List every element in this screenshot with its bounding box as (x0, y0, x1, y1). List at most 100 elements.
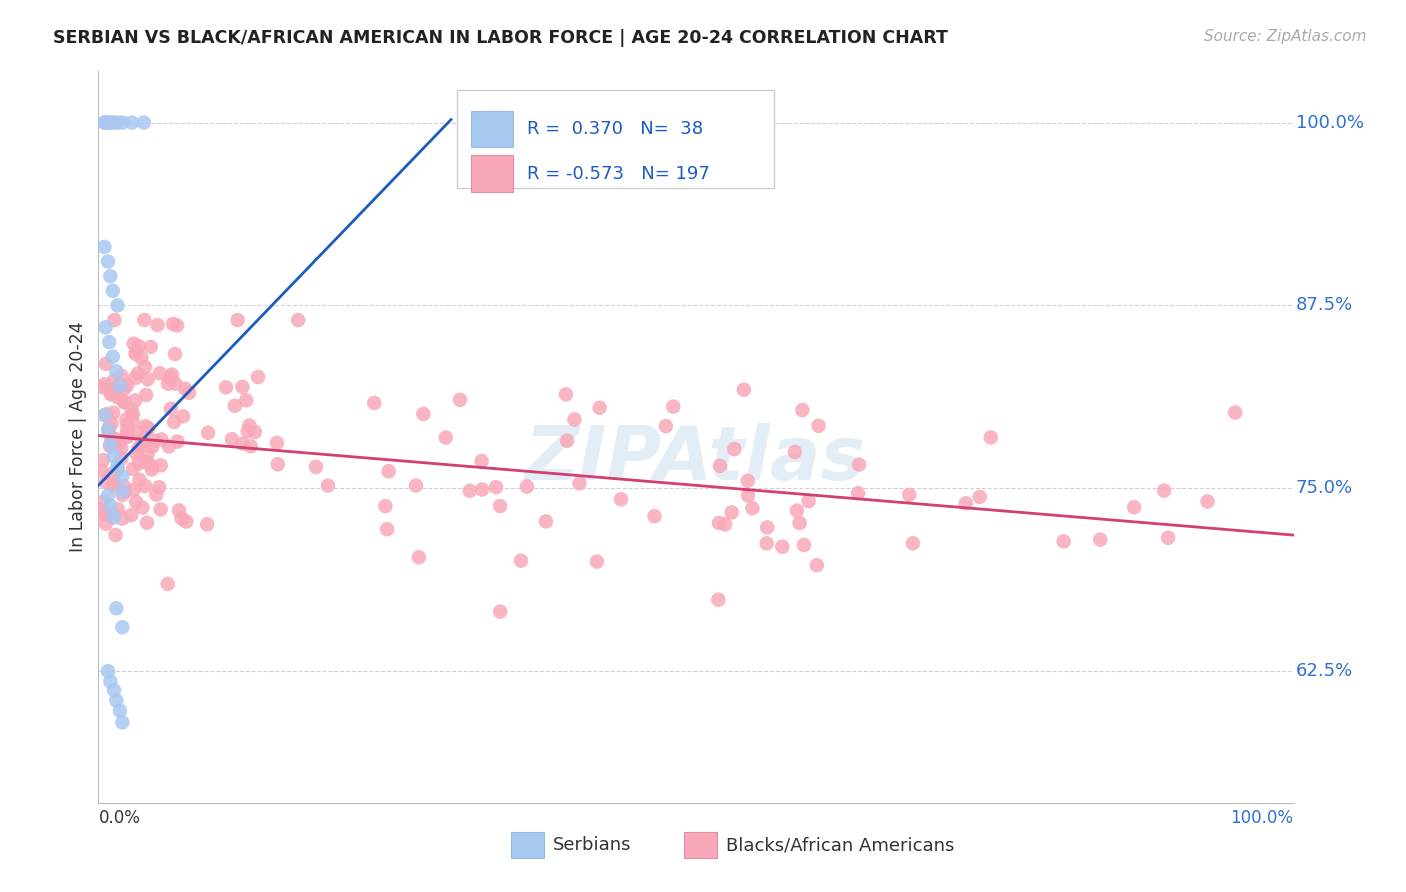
Point (1197, 494, 1219, 508)
Point (115, 429, 138, 443)
Point (122, 336, 145, 351)
Point (107, 462, 129, 476)
Point (238, 418, 260, 433)
Point (131, 433, 153, 447)
Point (243, 425, 266, 439)
Point (1153, 483, 1175, 498)
FancyBboxPatch shape (685, 832, 717, 858)
Point (156, 577, 179, 591)
Point (135, 455, 157, 469)
Point (112, 382, 135, 396)
Text: Serbians: Serbians (553, 836, 631, 855)
Text: Source: ZipAtlas.com: Source: ZipAtlas.com (1204, 29, 1367, 44)
Point (93, 494, 115, 508)
Point (267, 458, 290, 472)
Point (588, 401, 610, 415)
Point (610, 492, 633, 507)
Point (108, 704, 131, 718)
Point (516, 479, 538, 493)
Point (655, 419, 678, 434)
Point (160, 368, 183, 382)
Point (197, 425, 219, 440)
Point (96, 115, 118, 129)
Point (720, 505, 742, 519)
Point (709, 458, 731, 473)
Point (235, 393, 257, 408)
Point (846, 486, 869, 500)
Point (375, 522, 398, 536)
Point (122, 483, 145, 497)
Point (266, 436, 288, 450)
Point (121, 407, 143, 421)
Point (146, 318, 169, 332)
Point (111, 620, 134, 634)
Text: SERBIAN VS BLACK/AFRICAN AMERICAN IN LABOR FORCE | AGE 20-24 CORRELATION CHART: SERBIAN VS BLACK/AFRICAN AMERICAN IN LAB… (53, 29, 948, 46)
Point (97, 664, 120, 678)
Point (98, 269, 122, 284)
Point (107, 298, 129, 312)
Point (901, 536, 924, 550)
Point (97, 423, 120, 437)
Point (134, 419, 156, 434)
Y-axis label: In Labor Force | Age 20-24: In Labor Force | Age 20-24 (69, 322, 87, 552)
Point (101, 115, 124, 129)
Point (128, 473, 150, 487)
Point (586, 555, 609, 569)
Point (101, 350, 124, 364)
Point (714, 517, 737, 532)
Point (111, 469, 134, 483)
Point (108, 379, 131, 393)
Point (1090, 533, 1112, 547)
Point (783, 445, 806, 459)
Point (115, 378, 138, 392)
Point (412, 407, 434, 421)
Point (127, 425, 149, 440)
Point (108, 436, 131, 450)
Point (405, 478, 427, 492)
Point (90, 464, 112, 478)
Point (797, 494, 820, 508)
Point (125, 495, 148, 509)
Text: R =  0.370   N=  38: R = 0.370 N= 38 (527, 120, 703, 138)
Point (363, 396, 385, 410)
Point (111, 115, 134, 129)
Point (94, 516, 117, 531)
Point (117, 430, 139, 444)
Point (644, 509, 666, 524)
Point (231, 380, 253, 394)
Point (93, 508, 115, 522)
Point (98, 334, 121, 349)
Point (555, 434, 578, 448)
Point (770, 540, 793, 554)
FancyBboxPatch shape (510, 832, 544, 858)
Point (136, 421, 159, 435)
Point (247, 370, 270, 384)
Point (105, 601, 128, 615)
Point (107, 459, 129, 474)
Text: 0.0%: 0.0% (98, 809, 141, 827)
Point (534, 515, 557, 529)
Point (103, 313, 125, 327)
Point (127, 442, 149, 456)
FancyBboxPatch shape (457, 90, 773, 188)
Point (111, 511, 134, 525)
Point (97, 489, 120, 503)
Point (112, 395, 135, 409)
Text: Blacks/African Americans: Blacks/African Americans (725, 836, 955, 855)
Point (374, 499, 396, 513)
Point (132, 115, 155, 129)
Point (100, 431, 122, 445)
Point (1157, 531, 1180, 545)
Point (131, 500, 153, 515)
Point (94, 475, 117, 490)
Point (93, 408, 115, 422)
Point (1053, 534, 1076, 549)
Point (707, 516, 730, 530)
Point (107, 502, 129, 516)
Point (110, 442, 132, 456)
Point (159, 401, 181, 416)
Point (115, 412, 138, 426)
Point (108, 377, 131, 392)
Point (103, 385, 125, 400)
Point (167, 503, 190, 517)
